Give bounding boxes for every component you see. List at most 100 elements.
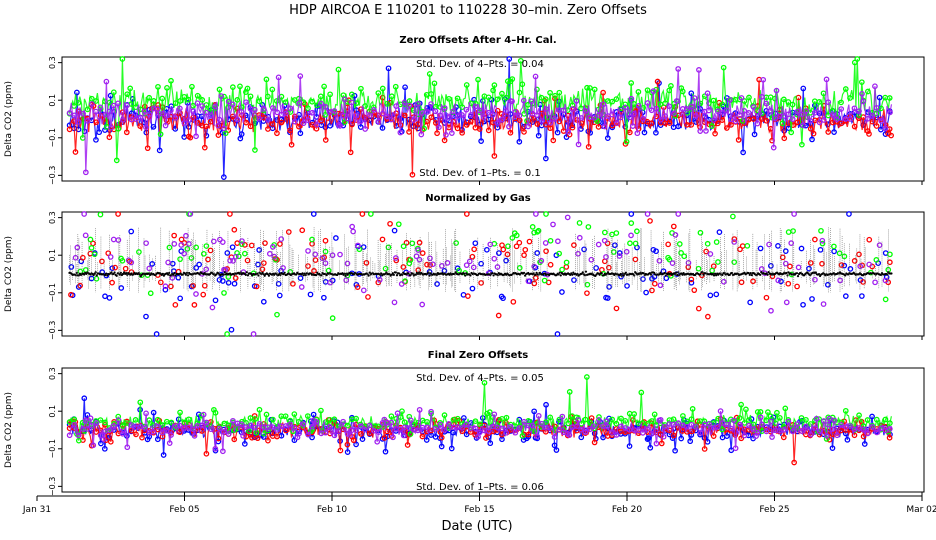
data-point: [409, 240, 416, 247]
data-point: [757, 245, 764, 252]
data-point: [105, 250, 112, 257]
x-tick-label: Feb 25: [759, 505, 789, 515]
data-point: [230, 258, 236, 264]
panel-1-annotation-4pts: Std. Dev. of 4–Pts. = 0.04: [416, 59, 544, 70]
data-point: [162, 286, 169, 293]
data-point: [186, 241, 192, 247]
data-point: [584, 290, 590, 297]
data-point: [265, 117, 271, 123]
data-point: [113, 157, 120, 164]
data-point: [110, 89, 117, 96]
data-point: [296, 100, 303, 107]
data-point: [234, 116, 241, 123]
data-point: [371, 107, 377, 113]
data-point: [831, 243, 837, 250]
data-point: [274, 311, 280, 318]
data-point: [584, 270, 588, 273]
data-point: [882, 277, 889, 284]
data-point: [406, 128, 412, 135]
data-point: [201, 144, 208, 151]
data-point: [96, 129, 103, 136]
data-point: [882, 131, 889, 137]
data-point: [80, 254, 86, 261]
data-point: [719, 101, 726, 108]
data-point: [728, 122, 734, 128]
data-point: [275, 74, 282, 81]
y-tick-label: −0.3: [48, 166, 57, 185]
data-point: [831, 129, 837, 135]
data-point: [743, 271, 746, 274]
data-point: [322, 237, 329, 244]
data-point: [391, 299, 398, 306]
data-point: [873, 257, 880, 263]
data-point: [109, 265, 116, 272]
data-point: [766, 273, 769, 276]
data-point: [798, 111, 805, 118]
data-point: [376, 276, 383, 283]
data-point: [882, 125, 889, 132]
data-point: [785, 229, 792, 235]
data-point: [219, 278, 226, 284]
data-point: [463, 106, 470, 113]
data-point: [591, 430, 598, 437]
data-point: [538, 257, 545, 264]
data-point: [143, 124, 149, 131]
data-point: [703, 128, 709, 134]
data-point: [612, 242, 618, 249]
data-point: [337, 122, 343, 129]
data-point: [247, 93, 254, 100]
data-point: [249, 272, 253, 275]
data-point: [173, 271, 176, 275]
data-point: [450, 429, 457, 436]
data-point: [262, 273, 265, 276]
data-point: [795, 264, 802, 271]
data-point: [395, 274, 399, 277]
data-point: [384, 100, 390, 107]
data-point: [321, 294, 327, 301]
data-point: [657, 116, 664, 123]
data-point: [543, 211, 549, 217]
data-point: [732, 118, 739, 125]
data-point: [575, 250, 581, 257]
data-point: [807, 118, 814, 124]
data-point: [879, 273, 883, 277]
data-point: [472, 240, 479, 247]
data-point: [707, 251, 714, 257]
data-point: [741, 108, 748, 114]
data-point: [207, 118, 214, 125]
data-point: [504, 78, 511, 85]
data-point: [297, 73, 304, 79]
data-point: [649, 287, 655, 294]
data-point: [495, 312, 502, 319]
x-tick-label: Feb 15: [464, 505, 494, 515]
data-point: [181, 250, 187, 257]
data-point: [491, 272, 494, 275]
data-point: [531, 408, 538, 415]
data-point: [594, 118, 601, 124]
data-point: [250, 331, 257, 337]
data-point: [809, 136, 815, 143]
data-point: [609, 122, 616, 129]
data-point: [632, 256, 639, 263]
data-point: [219, 239, 226, 245]
data-point: [751, 131, 758, 138]
data-point: [856, 251, 862, 258]
data-point: [320, 274, 323, 277]
data-point: [543, 121, 549, 128]
data-point: [688, 121, 695, 128]
data-point: [543, 248, 549, 255]
data-point: [193, 264, 200, 271]
data-point: [490, 87, 496, 94]
data-point: [103, 78, 110, 85]
data-point: [872, 279, 878, 286]
data-point: [203, 450, 210, 457]
data-point: [362, 114, 368, 121]
data-point: [362, 103, 369, 109]
data-point: [564, 214, 571, 221]
data-point: [241, 441, 248, 447]
data-point: [591, 86, 598, 93]
data-point: [230, 84, 236, 91]
data-point: [198, 273, 201, 276]
data-point: [494, 107, 501, 114]
data-point: [218, 93, 225, 99]
